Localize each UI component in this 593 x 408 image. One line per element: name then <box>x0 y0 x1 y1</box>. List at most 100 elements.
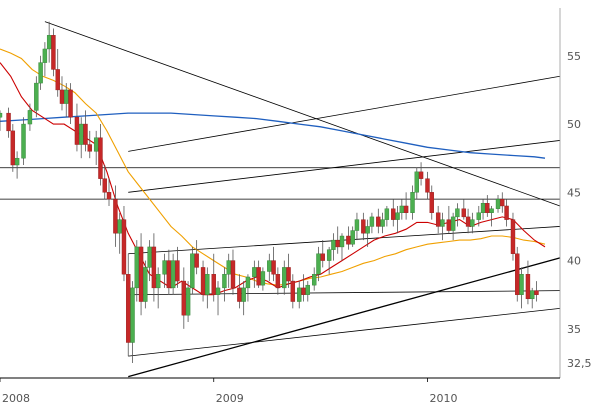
candle-body-104 <box>510 219 516 254</box>
candle-body-24 <box>117 219 122 234</box>
candle-body-101 <box>495 198 501 209</box>
candle-body-102 <box>500 198 505 207</box>
candle-body-11 <box>55 69 60 91</box>
candle-body-76 <box>369 216 375 227</box>
candle-body-106 <box>519 274 524 295</box>
candle-body-19 <box>93 137 99 152</box>
candle-body-92 <box>450 216 456 231</box>
candle-body-23 <box>113 198 118 234</box>
candle-body-80 <box>391 208 396 220</box>
candle-body-52 <box>252 267 257 278</box>
candle-body-105 <box>515 253 520 295</box>
candle-body-63 <box>305 284 310 295</box>
candle-body-54 <box>260 271 266 286</box>
trendline-1 <box>128 257 561 378</box>
candle-body-74 <box>361 219 366 234</box>
y-tick-label-5: 32,5 <box>567 357 592 370</box>
candle-body-67 <box>326 249 332 261</box>
trendline-6 <box>128 75 561 152</box>
candle-body-27 <box>130 287 135 343</box>
candle-body-87 <box>425 178 430 193</box>
trendline-5 <box>128 140 561 193</box>
axes-layer: 55 50 45 40 35 32,5 2008 2009 2010 <box>0 8 592 405</box>
candle-body-22 <box>106 192 112 200</box>
candle-body-18 <box>87 144 92 152</box>
ma-mid-line <box>0 48 546 286</box>
candle-body-97 <box>476 212 481 220</box>
y-tick-label-2: 45 <box>567 186 581 199</box>
y-tick-label-3: 40 <box>567 255 581 268</box>
candle-body-49 <box>237 287 242 302</box>
candle-body-71 <box>346 235 351 245</box>
candle-body-75 <box>365 226 370 234</box>
candle-body-90 <box>440 219 445 227</box>
candle-body-1 <box>6 112 11 132</box>
candle-body-56 <box>271 260 276 275</box>
candle-body-8 <box>42 48 48 63</box>
candle-body-33 <box>155 274 161 289</box>
y-tick-label-0: 55 <box>567 50 581 63</box>
candle-body-109 <box>534 290 539 295</box>
candle-body-21 <box>102 178 107 193</box>
candle-body-31 <box>147 246 152 268</box>
candle-body-84 <box>410 192 415 213</box>
candle-body-81 <box>395 212 400 220</box>
candle-body-4 <box>21 123 26 159</box>
trendline-0 <box>44 21 561 207</box>
candle-body-96 <box>470 219 475 227</box>
candle-body-26 <box>126 274 131 343</box>
candle-body-57 <box>275 274 281 289</box>
candle-body-93 <box>455 208 460 218</box>
candle-body-25 <box>121 219 127 275</box>
candle-body-0 <box>0 112 3 118</box>
candle-body-51 <box>245 276 251 289</box>
candle-body-53 <box>256 267 261 286</box>
candle-body-69 <box>335 239 340 248</box>
candle-body-95 <box>465 216 471 227</box>
candle-body-46 <box>222 274 227 289</box>
candle-body-58 <box>282 267 287 289</box>
candle-body-40 <box>190 253 195 289</box>
trendline-3 <box>128 290 561 296</box>
trendline-2 <box>128 307 561 357</box>
candle-body-48 <box>230 260 236 289</box>
ma-long-line <box>0 112 546 159</box>
candle-body-39 <box>185 287 191 316</box>
candle-body-43 <box>205 274 210 295</box>
candle-body-55 <box>267 260 272 272</box>
candle-body-15 <box>74 117 80 145</box>
candle-body-42 <box>200 267 206 295</box>
candle-body-61 <box>297 287 302 302</box>
candle-body-29 <box>138 246 144 302</box>
candle-body-3 <box>14 157 20 166</box>
candle-body-59 <box>286 267 291 282</box>
candle-body-34 <box>162 260 167 275</box>
moving-average-layer <box>0 48 546 296</box>
x-tick-label-0: 2008 <box>2 392 30 405</box>
candle-body-86 <box>418 171 424 179</box>
candle-body-85 <box>414 171 419 193</box>
candle-body-108 <box>530 290 535 300</box>
grid-layer <box>0 167 560 200</box>
candle-body-28 <box>134 246 139 289</box>
y-tick-label-1: 50 <box>567 118 581 131</box>
trendline-layer <box>44 21 561 378</box>
candle-body-7 <box>38 62 43 84</box>
candle-body-45 <box>215 287 221 295</box>
candle-body-35 <box>166 260 172 289</box>
candle-body-107 <box>525 274 531 300</box>
candle-body-20 <box>98 137 103 179</box>
candle-body-9 <box>46 35 52 50</box>
candle-body-78 <box>380 219 385 227</box>
candle-body-30 <box>143 267 148 302</box>
candle-body-79 <box>384 208 390 220</box>
candle-body-6 <box>34 82 39 111</box>
candle-body-5 <box>27 110 33 125</box>
candle-body-89 <box>435 212 441 227</box>
candle-body-41 <box>194 253 199 268</box>
candle-body-32 <box>151 246 157 289</box>
candle-body-50 <box>241 287 246 302</box>
y-tick-label-4: 35 <box>567 323 581 336</box>
